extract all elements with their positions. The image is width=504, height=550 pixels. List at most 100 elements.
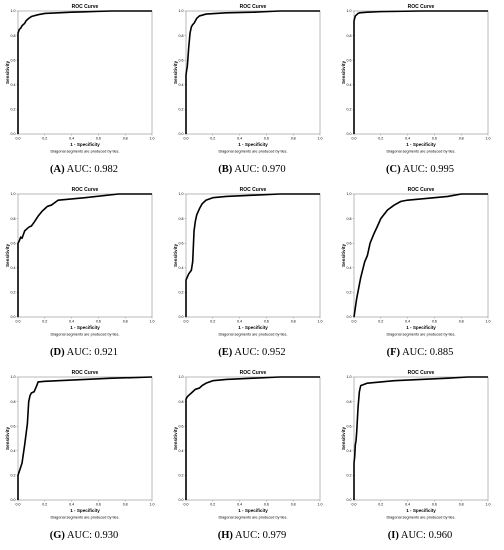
y-tick-label: 0.2 (179, 108, 184, 112)
y-tick-label: 0.0 (11, 132, 16, 136)
y-tick-label: 0.0 (347, 498, 352, 502)
x-tick-label: 1.0 (150, 320, 155, 324)
footnote: Diagonal segments are produced by ties. (386, 516, 455, 520)
x-tick-label: 0.6 (96, 320, 101, 324)
x-tick-label: 0.0 (184, 503, 189, 507)
y-tick-label: 0.4 (179, 83, 184, 87)
auc-value: AUC: 0.982 (66, 164, 118, 175)
x-tick-label: 0.8 (123, 503, 128, 507)
x-tick-label: 0.4 (69, 137, 74, 141)
x-tick-label: 1.0 (318, 503, 323, 507)
footnote: Diagonal segments are produced by ties. (50, 333, 119, 337)
x-tick-label: 0.8 (459, 137, 464, 141)
x-tick-label: 1.0 (318, 137, 323, 141)
panel-letter: (B) (218, 164, 233, 175)
plot-frame (353, 10, 489, 135)
y-tick-label: 0.2 (11, 291, 16, 295)
roc-chart: ROC Curve 0.00.0 0.2 0.2 0.4 0.4 0.6 0.6 0.8 0.8 1… (5, 4, 155, 154)
panel-letter: (G) (49, 530, 65, 541)
x-tick-label: 0.2 (42, 137, 47, 141)
y-tick-label: 0.0 (179, 132, 184, 136)
roc-panel: ROC Curve 0.0 0.0 0.2 0.2 0.4 0.4 0.6 0.6 0.8 0.8 1… (0, 0, 168, 183)
x-tick-label: 0.6 (432, 503, 437, 507)
x-tick-label: 0.0 (352, 320, 357, 324)
panel-caption: (A) AUC: 0.982 (0, 164, 168, 175)
y-tick-label: 1.0 (179, 192, 184, 196)
y-tick-label: 0.4 (11, 83, 16, 87)
y-axis-label: Sensitivity (173, 61, 178, 84)
roc-panel: ROC Curve 0.0 0.0 0.2 0.2 0.4 0.4 0.6 0.6 0.8 0.8 1… (168, 0, 336, 183)
panel-letter: (A) (50, 164, 65, 175)
x-tick-label: 0.4 (237, 137, 242, 141)
y-tick-label: 0.6 (11, 424, 16, 428)
x-tick-label: 0.0 (184, 320, 189, 324)
y-tick-label: 0.0 (347, 315, 352, 319)
chart-title: ROC Curve (72, 187, 99, 193)
y-tick-label: 0.4 (11, 266, 16, 270)
y-tick-label: 0.4 (347, 266, 352, 270)
chart-title: ROC Curve (72, 4, 99, 10)
x-tick-label: 0.6 (264, 137, 269, 141)
x-tick-label: 0.8 (291, 137, 296, 141)
chart-title: ROC Curve (72, 370, 99, 376)
x-tick-label: 1.0 (486, 137, 491, 141)
auc-value: AUC: 0.952 (234, 347, 286, 358)
y-tick-label: 0.0 (179, 498, 184, 502)
x-tick-label: 0.2 (378, 320, 383, 324)
y-tick-label: 0.8 (347, 217, 352, 221)
auc-value: AUC: 0.921 (66, 347, 118, 358)
x-tick-label: 0.8 (291, 320, 296, 324)
y-tick-label: 0.4 (11, 449, 16, 453)
x-tick-label: 1.0 (318, 320, 323, 324)
plot-frame (185, 376, 321, 501)
x-tick-label: 0.4 (237, 320, 242, 324)
y-tick-label: 0.2 (347, 474, 352, 478)
y-tick-label: 0.8 (11, 34, 16, 38)
roc-panel: ROC Curve 0.0 0.0 0.2 0.2 0.4 0.4 0.6 0.6 0.8 0.8 1… (168, 366, 336, 549)
roc-series-line (353, 193, 488, 318)
x-tick-label: 0.2 (42, 320, 47, 324)
x-tick-label: 1.0 (486, 503, 491, 507)
x-tick-label: 0.2 (210, 137, 215, 141)
y-tick-label: 0.8 (347, 400, 352, 404)
plot-frame (17, 10, 153, 135)
y-tick-label: 0.2 (347, 108, 352, 112)
y-tick-label: 0.2 (11, 108, 16, 112)
roc-series-line (353, 376, 488, 500)
x-tick-label: 0.0 (16, 137, 21, 141)
plot-frame (353, 193, 489, 318)
x-axis-label: 1 - Specificity (406, 508, 436, 513)
y-tick-label: 0.0 (179, 315, 184, 319)
y-axis-label: Sensitivity (173, 427, 178, 450)
chart-title: ROC Curve (408, 370, 435, 376)
x-tick-label: 1.0 (150, 503, 155, 507)
x-tick-label: 1.0 (486, 320, 491, 324)
x-tick-label: 0.6 (96, 137, 101, 141)
roc-chart: ROC Curve 0.00.0 0.2 0.2 0.4 0.4 0.6 0.6 0.8 0.8 1… (5, 187, 155, 337)
y-tick-label: 1.0 (347, 192, 352, 196)
y-tick-label: 1.0 (179, 375, 184, 379)
panel-caption: (E) AUC: 0.952 (168, 347, 336, 358)
panel-letter: (D) (50, 347, 65, 358)
roc-chart: ROC Curve 0.00.0 0.2 0.2 0.4 0.4 0.6 0.6 0.8 0.8 1… (341, 370, 491, 520)
roc-chart: ROC Curve 0.00.0 0.2 0.2 0.4 0.4 0.6 0.6 0.8 0.8 1… (173, 370, 323, 520)
chart-title: ROC Curve (240, 370, 267, 376)
x-tick-label: 0.4 (405, 320, 410, 324)
y-axis-label: Sensitivity (341, 61, 346, 84)
panel-letter: (C) (386, 164, 401, 175)
y-tick-label: 1.0 (179, 9, 184, 13)
panel-caption: (B) AUC: 0.970 (168, 164, 336, 175)
y-tick-label: 0.6 (179, 58, 184, 62)
panel-caption: (G) AUC: 0.930 (0, 530, 168, 541)
x-tick-label: 0.0 (16, 503, 21, 507)
x-tick-label: 0.6 (264, 320, 269, 324)
x-tick-label: 0.2 (210, 503, 215, 507)
y-tick-label: 0.2 (179, 291, 184, 295)
y-tick-label: 0.0 (11, 315, 16, 319)
chart-title: ROC Curve (240, 4, 267, 10)
y-tick-label: 0.8 (179, 34, 184, 38)
plot-frame (17, 376, 153, 501)
x-tick-label: 1.0 (150, 137, 155, 141)
y-tick-label: 0.6 (347, 58, 352, 62)
roc-panel: ROC Curve 0.0 0.0 0.2 0.2 0.4 0.4 0.6 0.6 0.8 0.8 1… (336, 0, 504, 183)
